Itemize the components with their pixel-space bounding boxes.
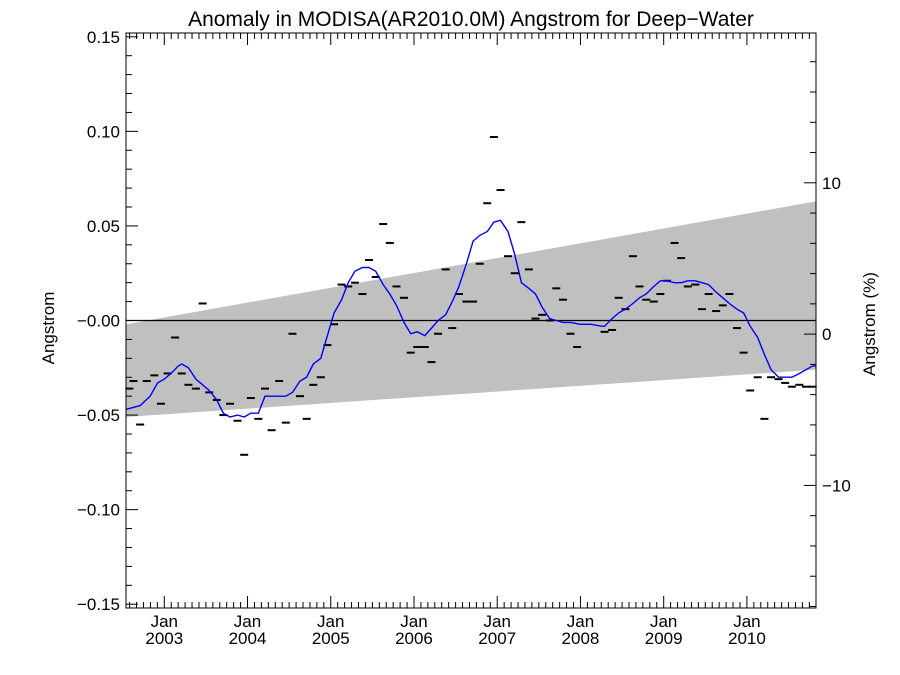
x-tick-month-label: Jan (151, 612, 178, 631)
x-tick-year-label: 2008 (562, 629, 600, 648)
y-tick-label: 0.15 (87, 28, 120, 47)
axes: 0.15 0.10 0.05 −0.00 −0.05 −0.10 −0.15 10 0 −10 Ja… (77, 28, 851, 648)
x-tick-year-label: 2010 (728, 629, 766, 648)
y-tick-label: 0.05 (87, 217, 120, 236)
x-tick-month-label: Jan (733, 612, 760, 631)
y2-tick-label: −10 (822, 476, 851, 495)
chart-title: Anomaly in MODISA(AR2010.0M) Angstrom fo… (188, 8, 754, 31)
y2-axis-label: Angstrom (%) (860, 272, 879, 376)
y2-tick-label: 10 (822, 174, 841, 193)
y-tick-label: −0.10 (77, 501, 120, 520)
smoothed-series-line (125, 219, 816, 418)
x-tick-month-label: Jan (317, 612, 344, 631)
plot-area (125, 136, 817, 456)
y2-tick-label: 0 (822, 325, 831, 344)
x-tick-month-label: Jan (484, 612, 511, 631)
x-tick-month-label: Jan (567, 612, 594, 631)
x-tick-month-label: Jan (400, 612, 427, 631)
x-tick-month-label: Jan (234, 612, 261, 631)
y-tick-label: −0.00 (77, 312, 120, 331)
x-tick-year-label: 2007 (478, 629, 516, 648)
y-tick-label: −0.05 (77, 406, 120, 425)
trend-band (126, 201, 816, 417)
x-tick-year-label: 2006 (395, 629, 433, 648)
x-tick-year-label: 2004 (229, 629, 267, 648)
x-tick-year-label: 2003 (145, 629, 183, 648)
x-tick-year-label: 2005 (312, 629, 350, 648)
y-tick-label: −0.15 (77, 595, 120, 614)
x-tick-month-label: Jan (650, 612, 677, 631)
y-axis-label: Angstrom (39, 292, 58, 365)
y-tick-label: 0.10 (87, 122, 120, 141)
x-tick-year-label: 2009 (645, 629, 683, 648)
